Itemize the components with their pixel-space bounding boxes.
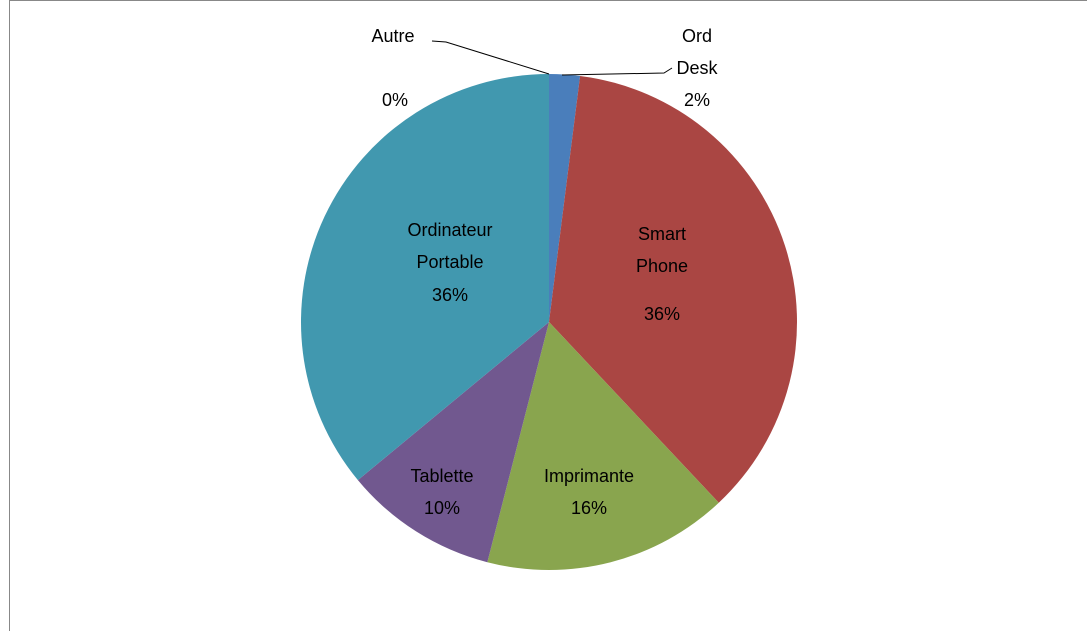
category-label: Ord Desk <box>676 26 718 78</box>
label-box: 2% <box>684 84 710 116</box>
label-box: Tablette <box>410 460 473 492</box>
category-label: Tablette <box>410 466 474 486</box>
label-box: Ord Desk <box>676 20 717 84</box>
category-label: Imprimante <box>543 466 635 486</box>
pie-slice <box>487 322 719 570</box>
label-box: 0% <box>382 84 408 116</box>
pie-slice <box>549 74 581 322</box>
label-box: 10% <box>424 492 460 524</box>
chart-border <box>9 0 1087 631</box>
value-label: 36% <box>643 304 681 324</box>
value-label: 2% <box>683 90 711 110</box>
category-label: Autre <box>371 26 415 46</box>
category-label: Smart Phone <box>635 224 689 276</box>
label-box: 36% <box>432 279 468 311</box>
pie <box>301 74 797 570</box>
label-box: 16% <box>571 492 607 524</box>
pie-slice <box>357 322 549 563</box>
pie-slice <box>301 74 549 481</box>
pie-slice <box>549 75 797 503</box>
label-box: Ordinateur Portable <box>407 214 492 278</box>
category-label: Ordinateur Portable <box>407 220 493 272</box>
label-box: Smart Phone <box>636 218 688 282</box>
leader-line <box>561 67 673 76</box>
value-label: 36% <box>431 285 469 305</box>
value-label: 0% <box>381 90 409 110</box>
label-box: Autre <box>371 20 414 52</box>
leader-line <box>431 40 550 75</box>
label-box: 36% <box>644 298 680 330</box>
label-box: Imprimante <box>544 460 634 492</box>
value-label: 16% <box>570 498 608 518</box>
value-label: 10% <box>423 498 461 518</box>
